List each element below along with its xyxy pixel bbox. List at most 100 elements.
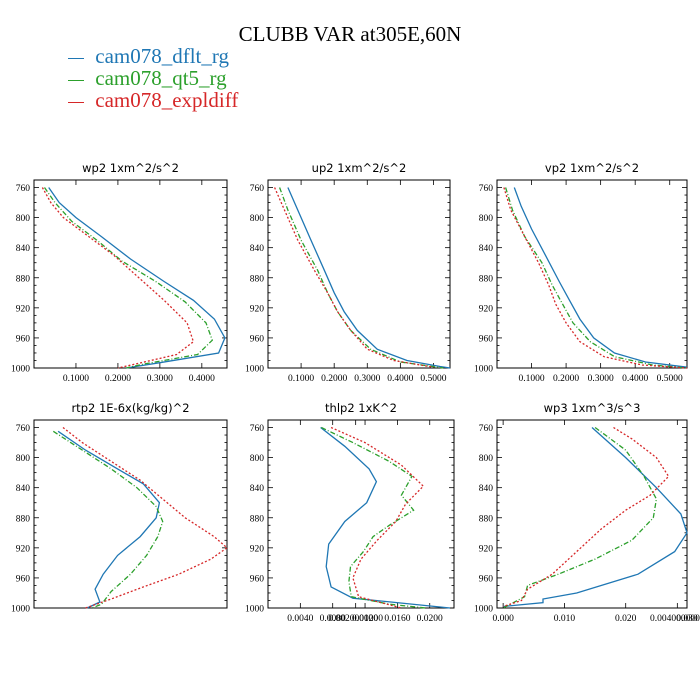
panel-title-3: vp2 1xm^2/s^2 (545, 161, 639, 175)
panel-5: thlp2 1xK^2 760 800 840 880 920 960 1000 0.0040 0… (245, 401, 455, 624)
plot-frame-2 (267, 179, 451, 369)
x-tick-label: 0.3000 (147, 374, 173, 384)
x-tick-label: 0.0160 (384, 614, 410, 624)
panel-6: wp3 1xm^3/s^3 760 800 840 880 920 960 10000.000… (474, 401, 698, 624)
y-tick-label: 800 (250, 214, 265, 224)
y-tick-label: 880 (16, 514, 31, 524)
panel-2: up2 1xm^2/s^2 760 800 840 880 920 960 1000 0.100… (245, 161, 451, 384)
y-tick-label: 1000 (11, 365, 30, 375)
x-tick-label: 0.0040 (287, 614, 313, 624)
x-tick-label: 0.4000 (387, 374, 413, 384)
legend-text-3: cam078_expldiff (95, 88, 239, 112)
series-line-1 (287, 187, 451, 369)
x-tick-label: 0.0120 (352, 614, 378, 624)
panel-title-6: wp3 1xm^3/s^3 (544, 401, 641, 415)
panel-title-1: wp2 1xm^2/s^2 (82, 161, 179, 175)
panel-title-2: up2 1xm^2/s^2 (312, 161, 407, 175)
panel-4: rtp2 1E-6x(kg/kg)^2 760 800 840 880 920 960 100… (11, 401, 700, 624)
plot-frame-1 (33, 179, 228, 369)
series-line-2 (504, 187, 688, 369)
legend-swatch-1 (68, 57, 84, 59)
y-tick-label: 960 (16, 334, 31, 344)
series-line-2 (43, 187, 214, 369)
x-tick-label: 0.5000 (420, 374, 446, 384)
y-tick-label: 880 (250, 274, 265, 284)
legend-entry-3: cam078_expldiff (68, 89, 238, 111)
y-tick-label: 960 (16, 574, 31, 584)
x-tick-label: 0.3000 (354, 374, 380, 384)
page-title: CLUBB VAR at305E,60N (238, 22, 462, 46)
y-tick-label: 920 (250, 304, 265, 314)
series-line-1 (57, 430, 161, 609)
x-tick-label: 0.2000 (553, 374, 579, 384)
panel-title-4: rtp2 1E-6x(kg/kg)^2 (71, 401, 189, 415)
y-tick-label: 920 (16, 304, 31, 314)
y-tick-label: 880 (250, 514, 265, 524)
y-tick-label: 880 (479, 274, 494, 284)
series-line-1 (503, 427, 688, 608)
y-tick-label: 880 (16, 274, 31, 284)
y-tick-label: 840 (479, 244, 494, 254)
y-tick-label: 840 (250, 484, 265, 494)
y-tick-label: 800 (479, 454, 494, 464)
x-tick-label: 0.3000 (588, 374, 614, 384)
legend-entry-2: cam078_qt5_rg (68, 67, 227, 89)
panel-3: vp2 1xm^2/s^2 760 800 840 880 920 960 1000 0.100… (474, 161, 688, 384)
y-tick-label: 1000 (474, 605, 493, 615)
series-line-3 (274, 187, 434, 368)
legend-text-1: cam078_dflt_rg (95, 44, 230, 68)
y-tick-label: 880 (479, 514, 494, 524)
series-line-2 (502, 426, 658, 609)
y-tick-label: 760 (16, 424, 31, 434)
y-tick-label: 960 (250, 574, 265, 584)
series-line-3 (62, 426, 229, 609)
series-line-2 (278, 187, 444, 369)
x-tick-label: 0.1000 (63, 374, 89, 384)
y-tick-label: 840 (479, 484, 494, 494)
y-tick-label: 840 (16, 484, 31, 494)
y-tick-label: 1000 (245, 605, 264, 615)
y-tick-label: 960 (479, 334, 494, 344)
legend-swatch-3 (68, 101, 84, 103)
series-line-3 (502, 426, 670, 608)
x-tick-label: 0.020 (615, 614, 637, 624)
y-tick-label: 920 (479, 304, 494, 314)
series-line-3 (41, 187, 195, 369)
x-tick-label: 0.4000 (622, 374, 648, 384)
x-tick-label: 0.000 (492, 614, 514, 624)
x-tick-label: 0.0080 (320, 614, 346, 624)
y-tick-label: 760 (479, 424, 494, 434)
legend-entry-1: cam078_dflt_rg (68, 45, 229, 67)
y-tick-label: 840 (250, 244, 265, 254)
legend-swatch-2 (68, 79, 84, 81)
y-tick-label: 760 (16, 184, 31, 194)
series-line-1 (513, 187, 688, 368)
legend-text-2: cam078_qt5_rg (95, 66, 227, 90)
x-tick-label: 0.2000 (105, 374, 131, 384)
y-tick-label: 920 (479, 544, 494, 554)
series-line-2 (52, 430, 164, 609)
y-tick-label: 760 (250, 424, 265, 434)
x-tick-label: 0.030 (676, 614, 698, 624)
y-tick-label: 960 (250, 334, 265, 344)
x-tick-label: 0.0020000000 (328, 614, 383, 624)
y-tick-label: 1000 (11, 605, 30, 615)
x-tick-label: 0.0200 (417, 614, 443, 624)
y-tick-label: 800 (479, 214, 494, 224)
y-tick-label: 800 (250, 454, 265, 464)
y-tick-label: 1000 (245, 365, 264, 375)
panel-title-5: thlp2 1xK^2 (325, 401, 397, 415)
y-tick-label: 760 (250, 184, 265, 194)
plot-frame-3 (496, 179, 688, 369)
y-tick-label: 920 (250, 544, 265, 554)
series-line-2 (321, 426, 426, 609)
x-tick-label: 0.0040000000 (650, 614, 700, 624)
x-tick-label: 0.010 (554, 614, 576, 624)
y-tick-label: 800 (16, 214, 31, 224)
y-tick-label: 1000 (474, 365, 493, 375)
series-line-3 (330, 426, 425, 609)
plot-frame-5 (267, 419, 455, 609)
x-tick-label: 0.5000 (657, 374, 683, 384)
